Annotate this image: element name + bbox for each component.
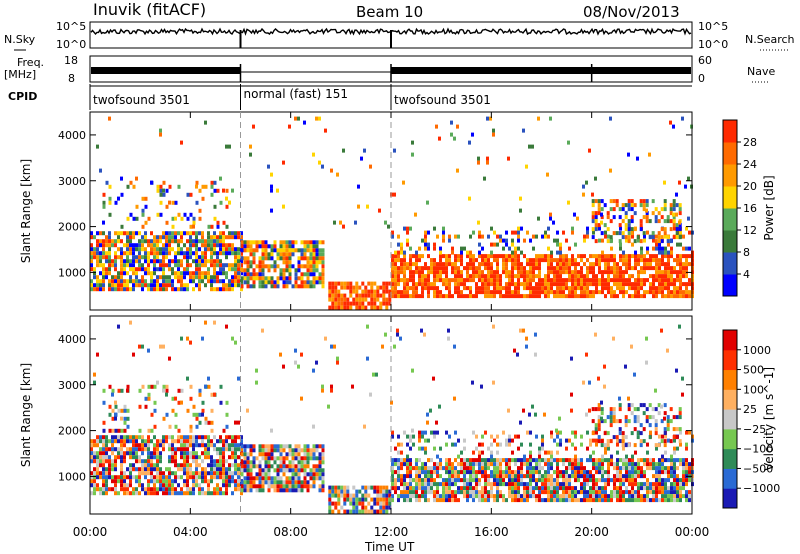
date-title: 08/Nov/2013 [583, 3, 680, 21]
nave-bottom-tick: 0 [698, 72, 705, 85]
x-axis-title: Time UT [364, 540, 415, 554]
colorbar-tick-label: 20 [743, 180, 757, 193]
y-tick-label: 3000 [58, 175, 86, 188]
nsearch-bottom-tick: 10^0 [698, 38, 728, 51]
x-tick-label: 00:00 [73, 525, 108, 539]
nsearch-top-tick: 10^5 [698, 20, 728, 33]
nsky-label: N.Sky [4, 33, 36, 46]
cpid-segment-label: normal (fast) 151 [244, 87, 348, 101]
y-tick-label: 2000 [58, 221, 86, 234]
colorbar-tick-label: 16 [743, 202, 757, 215]
colorbar-tick-label: 28 [743, 136, 757, 149]
power-panel: 1000 2000 3000 4000 Slant Range [km] [19, 111, 694, 311]
cpid-row: twofsound 3501 normal (fast) 151 twofsound… [89, 84, 692, 110]
nsearch-label: N.Search [745, 33, 795, 46]
freq-bottom-tick: 8 [68, 72, 75, 85]
cpid-label: CPID [8, 90, 37, 103]
velocity-colorbar: 1000 500 100 25 −25 −100 −500 −1000 Velocity [m … [722, 329, 780, 509]
x-tick-label: 00:00 [675, 525, 710, 539]
colorbar-tick-label: 1000 [743, 344, 771, 357]
y-tick-label: 1000 [58, 470, 86, 483]
power-colorbar: 4 8 12 16 20 24 28 Power [dB] [722, 119, 776, 297]
velocity-panel: 1000 2000 3000 4000 Slant Range [km] [19, 315, 694, 515]
time-axis: 00:00 04:00 08:00 12:00 16:00 20:00 00:00 [73, 525, 710, 539]
x-tick-label: 04:00 [173, 525, 208, 539]
colorbar-tick-label: −1000 [743, 482, 780, 495]
y-axis-title: Slant Range [km] [19, 159, 33, 263]
station-title: Inuvik (fitACF) [93, 0, 206, 19]
colorbar-tick-label: −500 [743, 462, 773, 475]
x-tick-label: 20:00 [574, 525, 609, 539]
colorbar-title: Velocity [m s^-1] [762, 367, 776, 471]
colorbar-tick-label: 8 [743, 246, 750, 259]
beam-title: Beam 10 [356, 3, 423, 21]
colorbar-tick-label: 100 [743, 383, 764, 396]
colorbar-tick-label: 25 [743, 403, 757, 416]
colorbar-tick-label: −100 [743, 443, 773, 456]
y-tick-label: 4000 [58, 129, 86, 142]
nave-top-tick: 60 [698, 54, 712, 67]
nsky-trace [90, 27, 692, 48]
colorbar-tick-label: 12 [743, 224, 757, 237]
freq-top-tick: 18 [64, 54, 78, 67]
freq-trace [91, 64, 691, 82]
colorbar-tick-label: 500 [743, 364, 764, 377]
colorbar-tick-label: 4 [743, 268, 750, 281]
nsky-top-tick: 10^5 [56, 20, 86, 33]
y-axis-title: Slant Range [km] [19, 363, 33, 467]
colorbar-tick-label: −25 [743, 423, 766, 436]
y-tick-label: 1000 [58, 266, 86, 279]
x-tick-label: 16:00 [474, 525, 509, 539]
colorbar-tick-label: 24 [743, 158, 757, 171]
freq-label: Freq. [17, 56, 44, 69]
nave-label: Nave [747, 65, 775, 78]
x-tick-label: 12:00 [374, 525, 409, 539]
freq-unit: [MHz] [4, 68, 36, 81]
nsky-bottom-tick: 10^0 [56, 38, 86, 51]
x-tick-label: 08:00 [273, 525, 308, 539]
colorbar-title: Power [dB] [762, 175, 776, 240]
cpid-segment-label: twofsound 3501 [394, 93, 491, 107]
cpid-segment-label: twofsound 3501 [93, 93, 190, 107]
y-tick-label: 4000 [58, 333, 86, 346]
y-tick-label: 3000 [58, 379, 86, 392]
y-tick-label: 2000 [58, 425, 86, 438]
